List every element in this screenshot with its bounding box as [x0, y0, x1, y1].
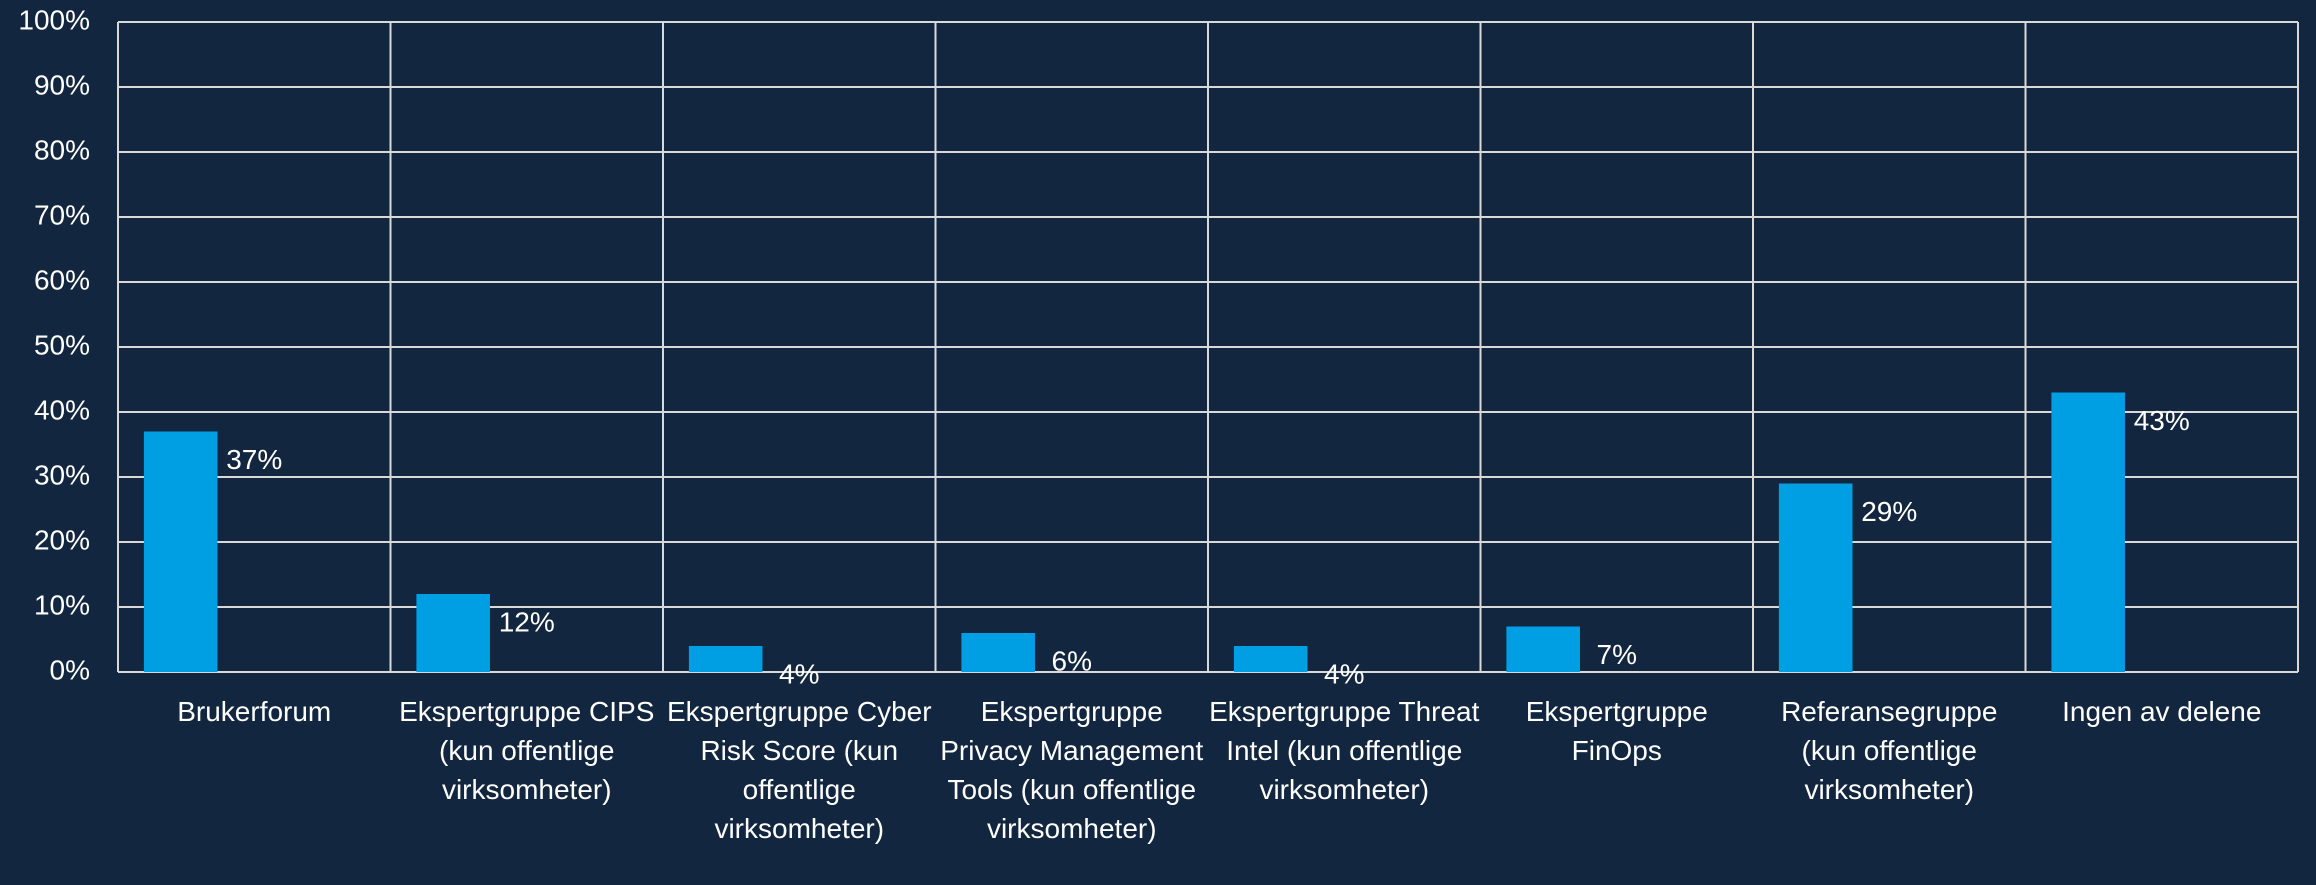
bar — [1778, 483, 1853, 672]
x-tick-label: Ekspertgruppe Privacy Management Tools (… — [940, 696, 1204, 844]
bar — [688, 646, 763, 672]
data-label: 4% — [1324, 658, 1364, 689]
data-label: 37% — [226, 444, 282, 475]
data-label: 29% — [1861, 496, 1917, 527]
data-label: 6% — [1052, 645, 1092, 676]
x-tick-label: Ingen av delene — [2062, 696, 2262, 727]
x-tick-label: Ekspertgruppe FinOps — [1525, 696, 1708, 766]
y-tick-label: 100% — [18, 4, 90, 35]
data-label: 43% — [2134, 405, 2190, 436]
y-tick-label: 70% — [34, 199, 90, 230]
y-tick-label: 0% — [50, 654, 90, 685]
x-tick-label: Ekspertgruppe CIPS (kun offentlige virks… — [399, 696, 655, 805]
bar — [2051, 392, 2125, 672]
y-tick-label: 60% — [34, 264, 90, 295]
bar — [416, 594, 490, 672]
x-tick-label: Brukerforum — [177, 696, 332, 727]
y-tick-label: 80% — [34, 134, 90, 165]
y-tick-label: 40% — [34, 394, 90, 425]
x-tick-label: Ekspertgruppe Threat Intel (kun offentli… — [1209, 696, 1480, 805]
data-label: 4% — [779, 658, 819, 689]
data-label: 12% — [499, 606, 555, 637]
y-tick-label: 10% — [34, 589, 90, 620]
bar — [143, 431, 218, 672]
bar — [1233, 646, 1308, 672]
y-tick-label: 50% — [34, 329, 90, 360]
x-tick-label: Ekspertgruppe Cyber Risk Score (kun offe… — [666, 696, 932, 844]
bar — [1506, 626, 1580, 672]
y-tick-label: 30% — [34, 459, 90, 490]
bar — [961, 633, 1035, 672]
data-label: 7% — [1597, 639, 1637, 670]
y-tick-label: 20% — [34, 524, 90, 555]
y-tick-label: 90% — [34, 69, 90, 100]
x-tick-label: Referansegruppe (kun offentlige virksomh… — [1781, 696, 1998, 805]
